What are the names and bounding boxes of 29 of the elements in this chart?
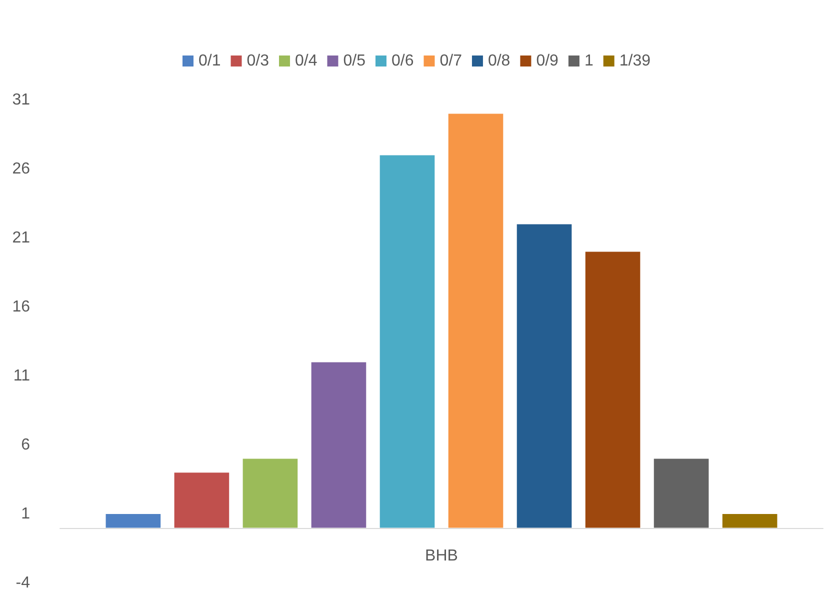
legend-label: 1/39 bbox=[619, 52, 651, 70]
bar bbox=[516, 224, 572, 528]
x-tick-label: BHB bbox=[425, 547, 458, 564]
y-tick-label: 11 bbox=[13, 368, 30, 384]
y-tick-label: 21 bbox=[12, 230, 30, 246]
y-tick-label: 1 bbox=[21, 506, 30, 522]
legend-label: 0/5 bbox=[343, 52, 366, 70]
bar bbox=[380, 155, 435, 528]
bar bbox=[174, 472, 230, 528]
y-tick-label: -4 bbox=[16, 574, 30, 592]
bar bbox=[585, 252, 640, 528]
y-tick-label: 16 bbox=[12, 298, 30, 316]
bar bbox=[311, 362, 366, 528]
bar bbox=[242, 458, 298, 528]
legend-label: 1 bbox=[584, 52, 594, 70]
y-tick-label: 6 bbox=[21, 436, 30, 454]
bar bbox=[654, 458, 709, 528]
bar bbox=[722, 514, 778, 528]
legend-label: 0/1 bbox=[198, 52, 221, 70]
legend-label: 0/9 bbox=[536, 52, 559, 70]
legend-label: 0/6 bbox=[391, 52, 414, 70]
legend-label: 0/7 bbox=[440, 52, 462, 70]
y-tick-label: 31 bbox=[12, 92, 30, 108]
legend-label: 0/4 bbox=[294, 52, 318, 70]
legend-label: 0/3 bbox=[246, 52, 270, 70]
legend-label: 0/8 bbox=[488, 52, 510, 70]
bar bbox=[106, 514, 161, 528]
bar bbox=[448, 114, 504, 528]
y-tick-label: 26 bbox=[12, 160, 30, 178]
